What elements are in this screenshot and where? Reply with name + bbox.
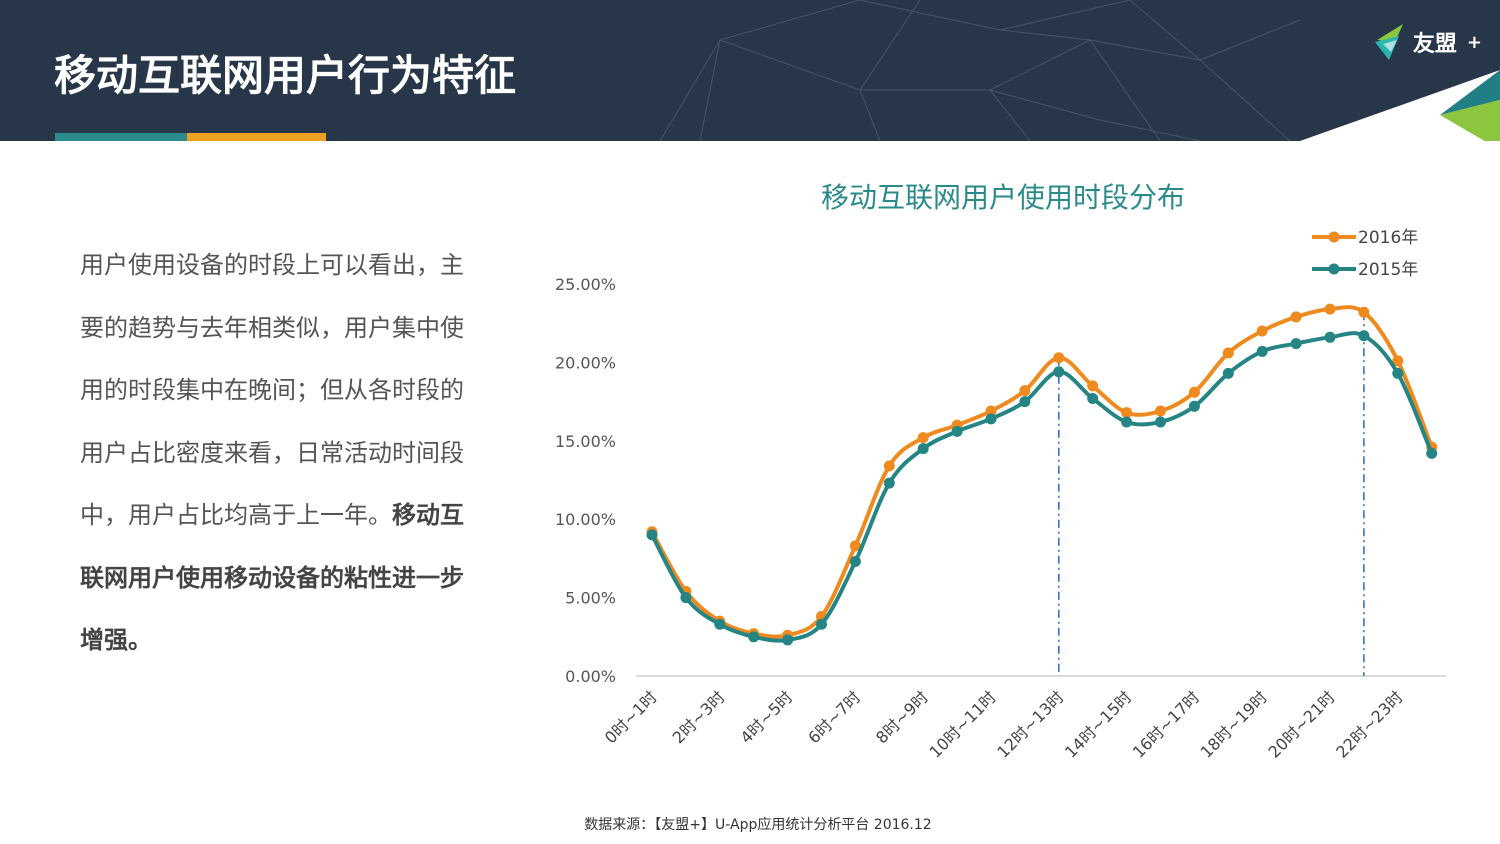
data-point-2015年 [816, 618, 827, 630]
logo-text: 友盟 [1412, 32, 1457, 57]
y-tick-label: 25.00% [555, 275, 616, 294]
y-tick-label: 10.00% [555, 510, 616, 529]
data-point-2015年 [1256, 345, 1268, 357]
brand-logo: 友盟 + [1373, 22, 1482, 62]
x-tick-label: 10时~11时 [925, 687, 999, 761]
source-note: 数据来源：【友盟+】U-App应用统计分析平台 2016.12 [584, 817, 932, 833]
data-point-2015年 [1019, 396, 1031, 408]
data-point-2016年 [1121, 407, 1133, 419]
description-text: 用户使用设备的时段上可以看出，主要的趋势与去年相类似，用户集中使用的时段集中在晚… [80, 234, 470, 672]
data-point-2015年 [1426, 447, 1438, 459]
data-point-2016年 [1155, 405, 1166, 417]
x-tick-label: 22时~23时 [1332, 687, 1406, 761]
data-point-2016年 [1392, 355, 1404, 367]
series-line-2015年 [650, 331, 1434, 643]
data-point-2016年 [917, 432, 929, 444]
x-tick-label: 8时~9时 [872, 687, 932, 747]
data-point-2016年 [849, 540, 861, 552]
x-tick-label: 14时~15时 [1061, 687, 1135, 761]
y-tick-label: 5.00% [565, 589, 616, 608]
data-point-2015年 [1324, 331, 1336, 343]
data-point-2015年 [1392, 367, 1404, 379]
data-point-2016年 [1222, 347, 1234, 359]
description-normal: 用户使用设备的时段上可以看出，主要的趋势与去年相类似，用户集中使用的时段集中在晚… [80, 251, 464, 529]
x-tick-label: 16时~17时 [1129, 687, 1203, 761]
legend-label: 2016年 [1358, 228, 1418, 248]
bird-logo-icon [1374, 24, 1403, 60]
chart-title: 移动互联网用户使用时段分布 [820, 181, 1185, 214]
data-point-2016年 [1087, 380, 1099, 392]
series-line-2016年 [650, 305, 1434, 639]
x-tick-label: 4时~5时 [736, 687, 796, 747]
x-tick-label: 2时~3时 [669, 687, 729, 747]
x-tick-label: 20时~21时 [1264, 687, 1338, 761]
x-tick-label: 0时~1时 [601, 687, 661, 747]
data-point-2015年 [1087, 392, 1099, 404]
description-bold: 移动互联网用户使用移动设备的粘性进一步增强。 [80, 501, 464, 654]
legend-marker [1328, 231, 1340, 243]
data-point-2016年 [1053, 352, 1065, 364]
data-point-2015年 [951, 425, 963, 437]
data-point-2015年 [849, 556, 861, 568]
data-point-2016年 [1290, 311, 1302, 323]
data-point-2015年 [1121, 416, 1133, 428]
data-point-2015年 [1358, 330, 1370, 342]
data-point-2015年 [1155, 416, 1166, 428]
y-tick-label: 0.00% [565, 667, 616, 686]
data-point-2016年 [1256, 325, 1268, 337]
data-point-2015年 [748, 631, 760, 643]
data-point-2015年 [1222, 367, 1234, 379]
y-tick-label: 15.00% [555, 432, 616, 451]
data-point-2016年 [985, 405, 997, 417]
y-tick-label: 20.00% [555, 353, 616, 372]
data-point-2015年 [646, 529, 658, 541]
data-point-2015年 [1053, 366, 1065, 378]
accent-bar-orange [187, 133, 326, 141]
legend-marker [1328, 263, 1340, 275]
data-point-2015年 [680, 592, 692, 604]
data-point-2016年 [883, 460, 895, 472]
data-point-2015年 [883, 477, 895, 489]
x-tick-label: 12时~13时 [993, 687, 1067, 761]
data-point-2015年 [714, 618, 726, 630]
logo-plus: + [1466, 31, 1482, 53]
data-point-2016年 [1358, 306, 1370, 318]
data-point-2016年 [1019, 385, 1031, 397]
accent-bar-teal [55, 133, 187, 141]
x-tick-label: 6时~7时 [804, 687, 864, 747]
x-tick-label: 18时~19时 [1197, 687, 1271, 761]
header: 移动互联网用户行为特征 友盟 + [0, 0, 1500, 141]
data-point-2015年 [917, 443, 929, 455]
data-point-2016年 [1324, 303, 1336, 315]
data-point-2015年 [985, 413, 997, 425]
data-point-2015年 [782, 634, 794, 646]
data-point-2015年 [1188, 400, 1200, 412]
header-decoration [659, 0, 1500, 141]
page-title: 移动互联网用户行为特征 [54, 51, 517, 100]
legend-label: 2015年 [1358, 260, 1418, 280]
data-point-2015年 [1290, 338, 1302, 350]
data-point-2016年 [1188, 386, 1200, 398]
